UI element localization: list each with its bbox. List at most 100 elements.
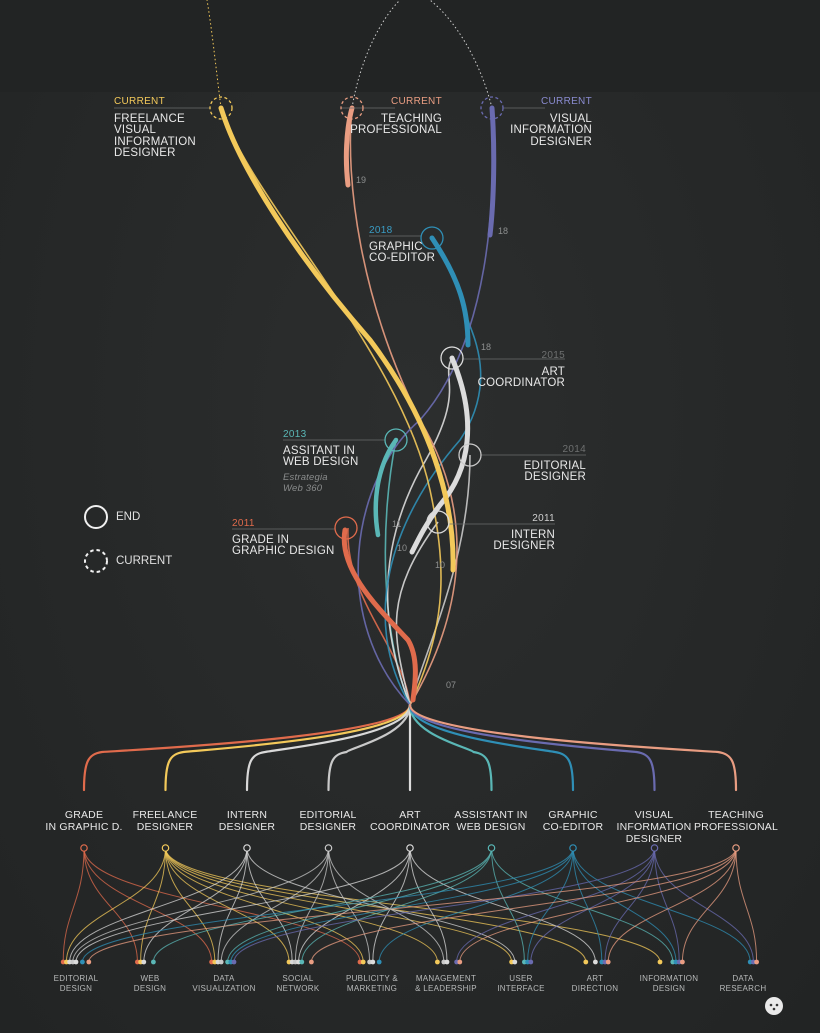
corner-badge[interactable] (765, 997, 783, 1015)
dotted-trail-freelance (206, 0, 222, 109)
label-title: ASSITANT IN WEB DESIGN (283, 444, 359, 468)
dotted-current-trails (206, 0, 493, 109)
skill-dot-graphic (376, 959, 382, 965)
career-segment-art (409, 355, 471, 555)
skill-dot-teaching (457, 959, 463, 965)
skill-dot-intern (512, 959, 518, 965)
skill-dot-freelance (657, 959, 663, 965)
skill-label: SOCIAL NETWORK (276, 974, 320, 993)
legend-icons (84, 505, 108, 573)
role-node-art (406, 844, 414, 852)
label-visual-current: CURRENT VISUAL INFORMATION DESIGNER (492, 96, 592, 148)
skill-dot-web (299, 959, 305, 965)
role-web: ASSISTANT IN WEB DESIGN (454, 809, 528, 833)
skill-link-visual (530, 847, 655, 963)
skill-link-intern (246, 847, 293, 963)
skill-link-freelance (65, 847, 166, 963)
skill-dot-teaching (754, 959, 759, 965)
legend-current-label: CURRENT (116, 555, 173, 567)
skill-dot-editorial (218, 959, 224, 965)
label-graphic-coeditor: 2018 GRAPHIC CO-EDITOR (369, 225, 435, 265)
skill-label: USER INTERFACE (497, 974, 545, 993)
label-editorial-designer: 2014 EDITORIAL DESIGNER (486, 444, 586, 484)
skill-label: ART DIRECTION (571, 974, 619, 993)
skill-link-graphic (572, 847, 603, 963)
career-segment-graphic (429, 235, 471, 348)
career-line-intern (395, 521, 439, 706)
skill-link-art (75, 847, 411, 963)
skill-link-intern (69, 847, 248, 963)
career-line-visual (357, 107, 494, 706)
skill-link-editorial (220, 847, 329, 963)
skill-link-teaching (310, 847, 737, 963)
skill-dot-freelance (435, 959, 440, 965)
badge-icon[interactable] (765, 997, 783, 1015)
skill-link-visual (654, 847, 680, 963)
label-title: FREELANCE VISUAL INFORMATION DESIGNER (114, 112, 196, 159)
branch-editorial (327, 703, 412, 792)
skill-link-teaching (735, 847, 758, 963)
skill-link-freelance (165, 847, 364, 963)
skill-link-grade (62, 847, 85, 963)
top-band (0, 0, 820, 92)
skill-link-graphic (378, 847, 574, 963)
branch-visual (408, 703, 656, 792)
role-grade: GRADE IN GRAPHIC D. (45, 809, 123, 833)
skill-label: WEB DESIGN (133, 974, 167, 993)
skill-link-freelance (165, 847, 513, 963)
skill-dot-web (151, 959, 156, 965)
skill-dot-intern (141, 959, 147, 965)
skill-link-teaching (681, 847, 737, 963)
role-art: ART COORDINATOR (370, 809, 450, 833)
skill-link-grade (83, 847, 361, 963)
year-mark: 07 (446, 680, 456, 690)
branch-freelance (164, 703, 412, 792)
skill-link-visual (233, 847, 655, 963)
label-title: EDITORIAL DESIGNER (523, 459, 586, 483)
role-branches (82, 703, 738, 792)
branch-grade (82, 703, 412, 792)
label-year: 2013 (283, 429, 307, 440)
career-line-teaching (349, 107, 458, 706)
career-segment-web (373, 437, 399, 538)
year-mark: 11 (392, 519, 401, 529)
legend-end-label: END (116, 511, 141, 523)
label-year: CURRENT (114, 96, 165, 107)
skill-link-art (409, 847, 596, 963)
current-circle-visual (480, 96, 504, 120)
label-year: 2011 (532, 513, 555, 524)
career-segment-freelance (218, 105, 456, 573)
skill-link-freelance (165, 847, 216, 963)
role-node-teaching (732, 844, 740, 852)
label-title: ART COORDINATOR (477, 365, 565, 389)
skill-link-freelance (165, 847, 438, 963)
current-circle-freelance (209, 96, 233, 120)
end-circle-web (384, 428, 408, 452)
skill-link-web (301, 847, 492, 963)
skill-link-art (372, 847, 411, 963)
role-intern: INTERN DESIGNER (218, 809, 276, 833)
skill-dot-freelance (583, 959, 589, 965)
skill-dot-art (444, 959, 450, 965)
skill-dot-visual (528, 959, 534, 965)
label-title: GRAPHIC CO-EDITOR (369, 240, 436, 264)
label-title: VISUAL INFORMATION DESIGNER (510, 112, 592, 148)
current-circle-teaching (340, 96, 364, 120)
branch-intern (245, 703, 412, 792)
year-marks: 19 18 18 11 10 10 07 (356, 175, 508, 690)
dotted-trail-teaching (351, 0, 401, 109)
skill-dot-freelance (360, 959, 366, 965)
year-mark: 18 (481, 342, 491, 352)
label-year: 2015 (541, 350, 565, 361)
skill-label: PUBLICITY & MARKETING (345, 974, 399, 993)
label-year: 2014 (562, 444, 586, 455)
year-mark: 19 (356, 175, 366, 185)
career-thick-segments (218, 105, 497, 703)
end-circle-graphic (420, 226, 444, 250)
branch-graphic (408, 703, 575, 792)
label-leader-lines (114, 107, 586, 530)
label-title: INTERN DESIGNER (493, 528, 555, 552)
skill-dot-teaching (605, 959, 611, 965)
skill-link-intern (246, 847, 516, 963)
